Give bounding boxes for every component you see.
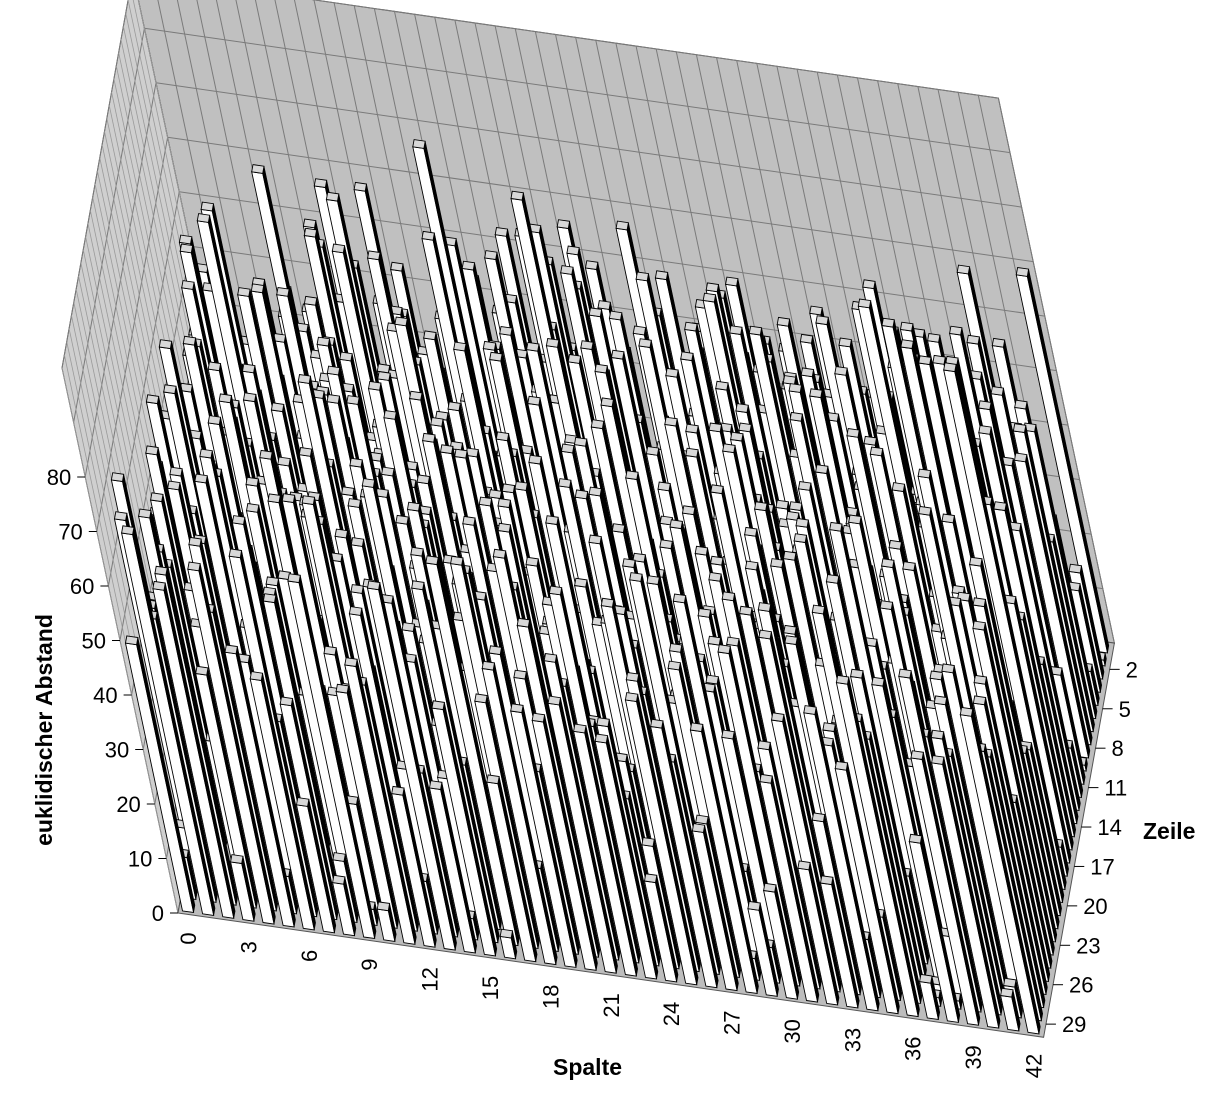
bar xyxy=(931,755,1001,1029)
bar xyxy=(672,593,764,968)
bar xyxy=(691,823,739,992)
x-tick-label: 42 xyxy=(1022,1054,1047,1078)
z-axis-title: euklidischer Abstand xyxy=(31,614,57,846)
x-tick-label: 30 xyxy=(780,1019,805,1043)
x-tick-label: 6 xyxy=(297,950,322,962)
x-tick-label: 3 xyxy=(237,941,262,953)
bar xyxy=(594,733,659,980)
bar xyxy=(499,928,518,960)
x-tick-label: 0 xyxy=(176,932,201,944)
bar xyxy=(121,525,216,916)
z-tick-label: 50 xyxy=(82,629,106,654)
bar xyxy=(547,695,618,974)
z-tick-label: 80 xyxy=(47,465,71,490)
back-wall-gridline xyxy=(144,27,1011,154)
z-tick-label: 0 xyxy=(152,901,164,926)
back-wall-gridline xyxy=(155,82,1022,208)
bar xyxy=(819,875,860,1009)
bar xyxy=(287,573,377,940)
bar xyxy=(573,723,639,977)
bar xyxy=(531,712,598,971)
bar xyxy=(431,700,498,957)
bar xyxy=(759,773,820,1003)
bar xyxy=(908,833,961,1023)
x-tick-label: 21 xyxy=(599,993,624,1017)
bar xyxy=(187,561,276,925)
z-tick-label: 70 xyxy=(58,520,82,545)
y-tick-label: 2 xyxy=(1126,657,1138,682)
bar xyxy=(624,692,699,986)
y-tick-label: 29 xyxy=(1062,1012,1086,1037)
bar xyxy=(230,854,256,922)
bar xyxy=(910,750,981,1026)
back-wall-gridline xyxy=(311,0,999,99)
bar xyxy=(332,874,357,937)
bar xyxy=(803,705,880,1012)
x-tick-label: 36 xyxy=(901,1037,926,1061)
bar xyxy=(747,900,779,997)
bar-grid xyxy=(110,139,1110,1035)
y-tick-label: 14 xyxy=(1097,815,1121,840)
x-tick-label: 33 xyxy=(840,1028,865,1052)
bar xyxy=(643,873,679,983)
x-tick-label: 18 xyxy=(538,985,563,1009)
z-axis-label: euklidischer Abstand xyxy=(31,614,57,846)
bar xyxy=(650,718,719,989)
bar xyxy=(959,706,1041,1035)
bar xyxy=(486,774,538,963)
bar xyxy=(295,797,337,934)
z-tick-label: 20 xyxy=(116,792,140,817)
bar xyxy=(689,722,759,995)
y-tick-label: 8 xyxy=(1112,736,1124,761)
y-tick-label: 5 xyxy=(1119,697,1131,722)
z-tick-label: 10 xyxy=(128,847,152,872)
x-axis-label: Spalte xyxy=(553,1054,622,1080)
bar xyxy=(1015,266,1110,654)
bar xyxy=(919,973,941,1021)
x-tick-label: 15 xyxy=(478,976,503,1000)
bar xyxy=(391,785,437,948)
z-tick-label: 60 xyxy=(70,574,94,599)
bar xyxy=(835,674,920,1018)
bar xyxy=(834,760,900,1015)
bar xyxy=(428,780,478,954)
bar xyxy=(224,644,296,928)
y-axis-label: Zeile xyxy=(1143,818,1195,844)
bar xyxy=(797,860,840,1006)
z-tick-label: 30 xyxy=(105,738,129,763)
bar xyxy=(344,657,417,945)
bar xyxy=(376,901,397,942)
x-tick-label: 39 xyxy=(961,1045,986,1069)
bar xyxy=(249,671,316,931)
y-tick-label: 23 xyxy=(1076,933,1100,958)
bar xyxy=(124,635,196,914)
bar xyxy=(510,703,578,968)
x-tick-label: 27 xyxy=(720,1011,745,1035)
y-tick-label: 17 xyxy=(1090,854,1114,879)
bar xyxy=(366,580,457,951)
bar xyxy=(763,882,800,1000)
back-wall-gridline xyxy=(167,136,1034,263)
x-tick-label: 24 xyxy=(659,1002,684,1026)
x-tick-label: 9 xyxy=(357,959,382,971)
y-tick-label: 20 xyxy=(1083,894,1107,919)
y-tick-label: 11 xyxy=(1104,776,1127,801)
bar xyxy=(152,580,236,919)
bar xyxy=(481,660,558,966)
z-tick-label: 40 xyxy=(93,683,117,708)
bar xyxy=(1000,987,1021,1032)
x-tick-label: 12 xyxy=(418,967,443,991)
y-tick-label: 26 xyxy=(1069,973,1093,998)
